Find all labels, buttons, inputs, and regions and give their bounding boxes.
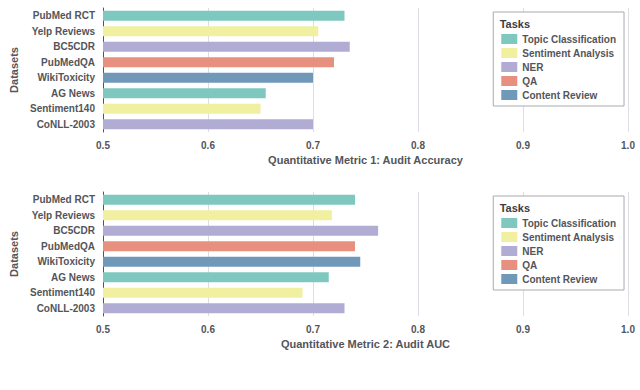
svg-text:AG News: AG News bbox=[51, 272, 95, 283]
svg-text:Tasks: Tasks bbox=[500, 202, 530, 214]
svg-text:CoNLL-2003: CoNLL-2003 bbox=[37, 119, 96, 130]
svg-text:NER: NER bbox=[522, 246, 544, 257]
svg-text:0.8: 0.8 bbox=[411, 140, 425, 151]
svg-text:1.0: 1.0 bbox=[621, 140, 635, 151]
svg-text:0.8: 0.8 bbox=[411, 324, 425, 335]
svg-text:Topic Classification: Topic Classification bbox=[522, 34, 616, 45]
svg-text:NER: NER bbox=[522, 62, 544, 73]
svg-text:AG News: AG News bbox=[51, 88, 95, 99]
svg-text:0.6: 0.6 bbox=[201, 324, 215, 335]
svg-text:Content Review: Content Review bbox=[522, 90, 597, 101]
svg-text:0.7: 0.7 bbox=[306, 140, 320, 151]
svg-text:Content Review: Content Review bbox=[522, 274, 597, 285]
svg-text:CoNLL-2003: CoNLL-2003 bbox=[37, 303, 96, 314]
svg-text:BC5CDR: BC5CDR bbox=[53, 225, 95, 236]
svg-text:WikiToxicity: WikiToxicity bbox=[37, 256, 95, 267]
svg-text:Topic Classification: Topic Classification bbox=[522, 218, 616, 229]
svg-text:Datasets: Datasets bbox=[8, 231, 20, 277]
svg-text:0.6: 0.6 bbox=[201, 140, 215, 151]
svg-text:0.5: 0.5 bbox=[96, 324, 110, 335]
svg-text:BC5CDR: BC5CDR bbox=[53, 41, 95, 52]
svg-text:Yelp Reviews: Yelp Reviews bbox=[32, 26, 96, 37]
svg-text:Sentiment Analysis: Sentiment Analysis bbox=[522, 48, 614, 59]
svg-text:0.9: 0.9 bbox=[516, 140, 530, 151]
svg-text:QA: QA bbox=[522, 260, 537, 271]
svg-text:PubMed RCT: PubMed RCT bbox=[33, 10, 95, 21]
svg-text:PubMedQA: PubMedQA bbox=[41, 241, 95, 252]
svg-text:PubMed RCT: PubMed RCT bbox=[33, 194, 95, 205]
svg-text:WikiToxicity: WikiToxicity bbox=[37, 72, 95, 83]
svg-text:Quantitative Metric 1: Audit A: Quantitative Metric 1: Audit Accuracy bbox=[268, 154, 464, 166]
svg-text:QA: QA bbox=[522, 76, 537, 87]
svg-text:0.9: 0.9 bbox=[516, 324, 530, 335]
svg-text:1.0: 1.0 bbox=[621, 324, 635, 335]
svg-text:0.7: 0.7 bbox=[306, 324, 320, 335]
svg-text:Quantitative Metric 2: Audit A: Quantitative Metric 2: Audit AUC bbox=[281, 338, 450, 350]
svg-text:Tasks: Tasks bbox=[500, 18, 530, 30]
svg-text:Sentiment140: Sentiment140 bbox=[30, 103, 95, 114]
svg-text:0.5: 0.5 bbox=[96, 140, 110, 151]
svg-text:Sentiment Analysis: Sentiment Analysis bbox=[522, 232, 614, 243]
svg-text:PubMedQA: PubMedQA bbox=[41, 57, 95, 68]
svg-text:Sentiment140: Sentiment140 bbox=[30, 287, 95, 298]
svg-text:Datasets: Datasets bbox=[8, 47, 20, 93]
svg-text:Yelp Reviews: Yelp Reviews bbox=[32, 210, 96, 221]
